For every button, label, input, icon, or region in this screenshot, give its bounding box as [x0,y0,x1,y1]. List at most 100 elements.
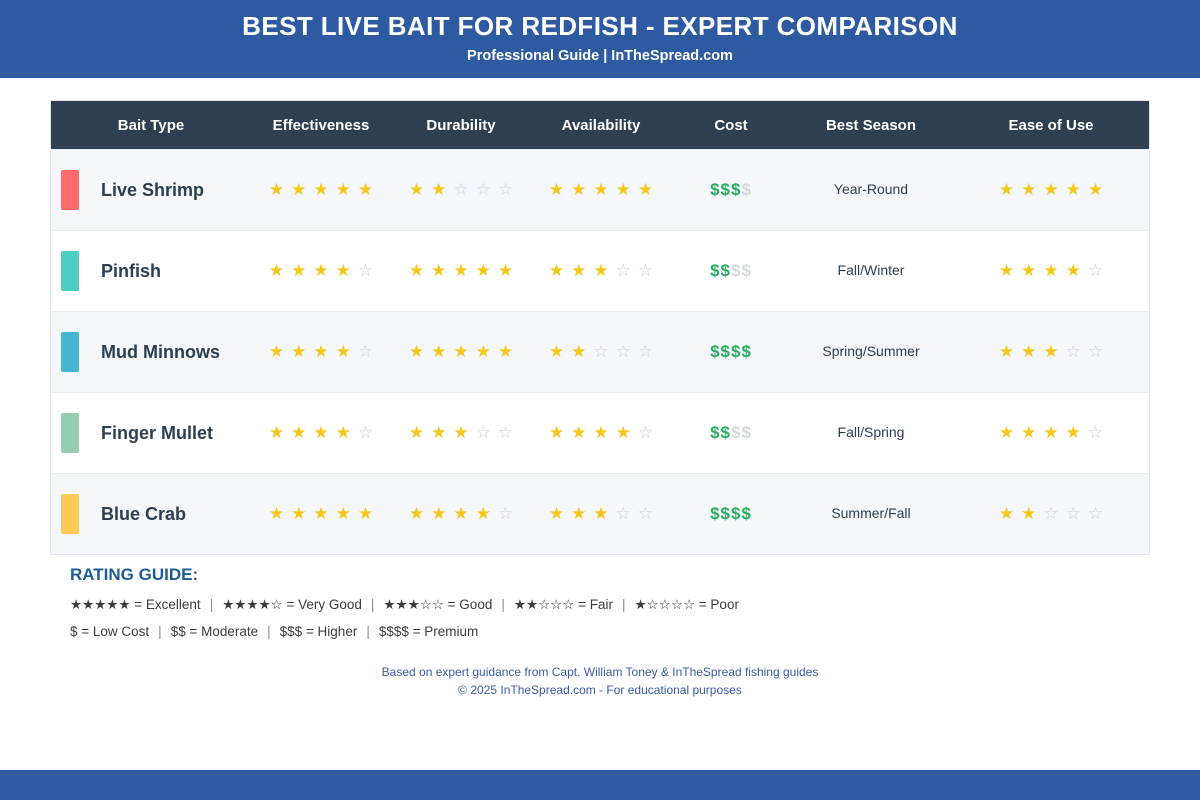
star-filled-icon: ★ [453,504,469,523]
bait-color-swatch [61,170,79,210]
table-header-row: Bait Type Effectiveness Durability Availabi… [51,101,1149,149]
title-banner: BEST LIVE BAIT FOR REDFISH - EXPERT COMP… [0,0,1200,78]
column-header-best-season: Best Season [825,116,917,134]
star-empty-icon: ☆ [637,342,654,361]
star-filled-icon: ★ [593,504,609,523]
availability-rating: ★ ★ ☆ ☆ ☆ [531,342,671,362]
bait-name: Finger Mullet [101,422,213,443]
best-season-cell: Fall/Winter [791,262,951,280]
star-filled-icon: ★ [593,261,609,280]
star-empty-icon: ☆ [1087,342,1104,361]
star-filled-icon: ★ [408,180,425,199]
dollar-inactive-icon: $ [731,423,742,442]
star-filled-icon: ★ [1021,423,1037,442]
dollar-active-icon: $ [710,504,721,523]
star-filled-icon: ★ [453,342,469,361]
star-legend-item: ★★★☆☆ = Good [383,597,493,612]
cost-rating: $$$$ [671,423,791,443]
star-filled-icon: ★ [335,342,351,361]
star-filled-icon: ★ [1021,180,1037,199]
star-filled-icon: ★ [998,180,1015,199]
rating-guide-star-legend: ★★★★★ = Excellent | ★★★★☆ = Very Good | ★★★☆… [70,597,1150,613]
table-body: Live Shrimp ★ ★ ★ ★ ★ ★ ★ ☆ ☆ ☆ ★ ★ ★ ★ ★ $$$$ Year-Round… [51,149,1149,554]
star-empty-icon: ☆ [497,504,514,523]
star-empty-icon: ☆ [637,423,654,442]
effectiveness-rating: ★ ★ ★ ★ ★ [251,504,391,524]
legend-separator: | [209,597,214,612]
star-empty-icon: ☆ [357,342,374,361]
star-filled-icon: ★ [497,261,514,280]
dollar-active-icon: $ [741,504,752,523]
star-filled-icon: ★ [408,342,425,361]
legend-separator: | [370,597,375,612]
cost-legend-item: $$$ = Higher [279,624,358,639]
star-filled-icon: ★ [1043,261,1059,280]
star-empty-icon: ☆ [615,504,631,523]
star-filled-icon: ★ [548,504,565,523]
page-subtitle: Professional Guide | InTheSpread.com [467,48,733,64]
star-filled-icon: ★ [571,342,587,361]
table-row-mud-minnows: Mud Minnows ★ ★ ★ ★ ☆ ★ ★ ★ ★ ★ ★ ★ ☆ ☆ ☆ $$$$ Spring/Sum… [51,311,1149,392]
dollar-active-icon: $ [720,342,731,361]
best-season: Year-Round [833,181,909,197]
star-filled-icon: ★ [571,261,587,280]
rating-guide-cost-legend: $ = Low Cost | $$ = Moderate | $$$ = Higher |… [70,624,1150,639]
star-filled-icon: ★ [313,342,329,361]
star-filled-icon: ★ [431,180,447,199]
bait-color-swatch [61,494,79,534]
star-filled-icon: ★ [291,504,307,523]
cost-legend-item: $$ = Moderate [170,624,259,639]
effectiveness-rating: ★ ★ ★ ★ ☆ [251,423,391,443]
star-filled-icon: ★ [291,342,307,361]
star-filled-icon: ★ [268,423,285,442]
star-filled-icon: ★ [291,180,307,199]
effectiveness-rating: ★ ★ ★ ★ ☆ [251,342,391,362]
star-filled-icon: ★ [548,423,565,442]
legend-separator: | [366,624,370,639]
legend-separator: | [267,624,271,639]
star-empty-icon: ☆ [615,261,631,280]
star-filled-icon: ★ [1065,423,1081,442]
ease-of-use-rating: ★ ★ ★ ☆ ☆ [951,342,1151,362]
star-filled-icon: ★ [268,261,285,280]
bait-name: Mud Minnows [101,341,220,362]
dollar-active-icon: $ [720,504,731,523]
star-filled-icon: ★ [268,342,285,361]
best-season-cell: Year-Round [791,181,951,199]
star-filled-icon: ★ [453,423,469,442]
star-filled-icon: ★ [408,504,425,523]
dollar-active-icon: $ [731,180,742,199]
bottom-bar [0,770,1200,800]
star-filled-icon: ★ [313,261,329,280]
star-empty-icon: ☆ [497,180,514,199]
star-empty-icon: ☆ [1065,504,1081,523]
star-filled-icon: ★ [571,504,587,523]
ease-of-use-rating: ★ ★ ☆ ☆ ☆ [951,504,1151,524]
column-header-bait-type: Bait Type [117,116,185,134]
star-filled-icon: ★ [431,342,447,361]
effectiveness-rating: ★ ★ ★ ★ ☆ [251,261,391,281]
star-filled-icon: ★ [571,423,587,442]
star-filled-icon: ★ [1065,180,1081,199]
rating-guide: RATING GUIDE: ★★★★★ = Excellent | ★★★★☆ = … [50,565,1150,639]
star-legend-item: ★★★★★ = Excellent [70,597,201,612]
star-empty-icon: ☆ [1065,342,1081,361]
star-empty-icon: ☆ [357,423,374,442]
cost-rating: $$$$ [671,261,791,281]
dollar-active-icon: $ [710,342,721,361]
bait-color-swatch [61,332,79,372]
star-filled-icon: ★ [548,261,565,280]
star-filled-icon: ★ [268,504,285,523]
table-row-finger-mullet: Finger Mullet ★ ★ ★ ★ ☆ ★ ★ ★ ☆ ☆ ★ ★ ★ ★ ☆ $$$$ Fall/Spr… [51,392,1149,473]
star-filled-icon: ★ [475,504,491,523]
dollar-active-icon: $ [720,261,731,280]
dollar-active-icon: $ [720,423,731,442]
star-filled-icon: ★ [548,342,565,361]
dollar-active-icon: $ [710,261,721,280]
dollar-active-icon: $ [731,504,742,523]
footer-credits: Based on expert guidance from Capt. Will… [0,663,1200,699]
bait-name: Pinfish [101,260,162,281]
bait-color-swatch [61,413,79,453]
star-filled-icon: ★ [408,261,425,280]
star-filled-icon: ★ [431,261,447,280]
